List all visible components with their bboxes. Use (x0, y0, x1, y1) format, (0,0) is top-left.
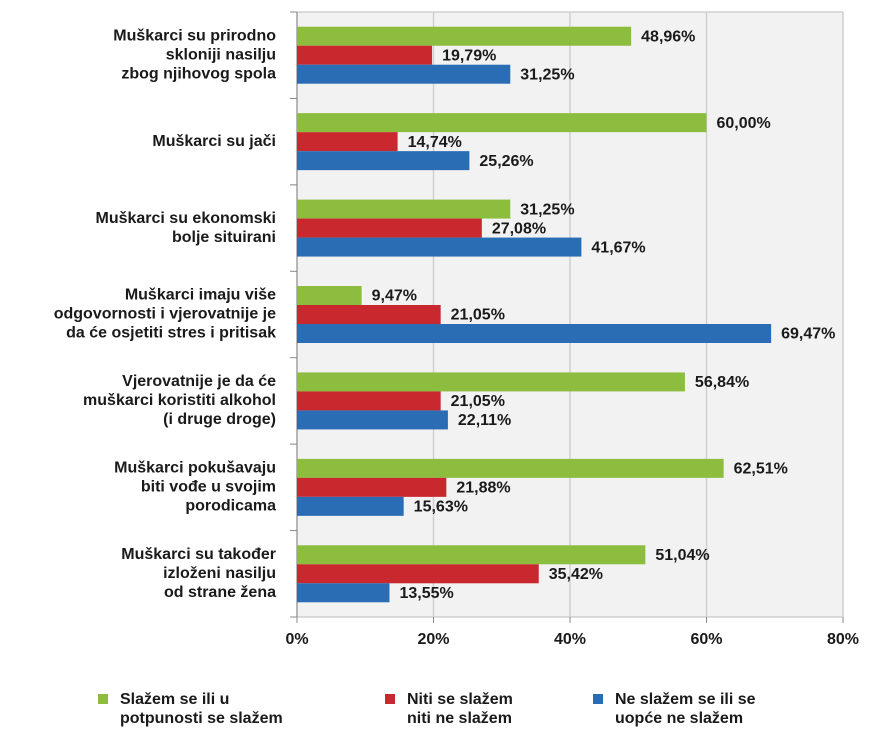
value-label: 35,42% (549, 566, 603, 583)
legend-swatch (593, 694, 603, 704)
legend-label: uopće ne slažem (615, 710, 743, 727)
value-label: 56,84% (695, 374, 749, 391)
y-tick-label: Muškarci su ekonomski (95, 210, 276, 227)
value-label: 19,79% (442, 47, 496, 64)
y-tick-label: Vjerovatnije je da će (122, 373, 276, 390)
y-tick-label: Muškarci pokušavaju (114, 460, 276, 477)
bar (297, 477, 447, 497)
y-tick-label: Muškarci su jači (152, 133, 276, 150)
y-tick-label: od strane žena (164, 584, 276, 601)
y-tick-label: zbog njihovog spola (121, 65, 276, 82)
bar (297, 305, 441, 324)
bar (297, 496, 404, 516)
y-tick-label: muškarci koristiti alkohol (83, 392, 276, 409)
value-label: 69,47% (781, 326, 835, 343)
legend-swatch (385, 694, 395, 704)
legend-label: Niti se slažem (407, 691, 513, 708)
value-label: 62,51% (734, 461, 788, 478)
bar (297, 218, 482, 238)
bar (297, 583, 390, 603)
y-tick-label: da će osjetiti stres i pritisak (66, 325, 276, 342)
value-label: 51,04% (655, 547, 709, 564)
y-tick-label: skloniji nasilju (166, 46, 276, 63)
bar (297, 113, 707, 133)
value-label: 48,96% (641, 28, 695, 45)
value-label: 21,88% (456, 480, 510, 497)
bar (297, 132, 398, 152)
y-tick-label: Muškarci su također (121, 546, 276, 563)
value-label: 15,63% (414, 499, 468, 516)
value-label: 41,67% (591, 239, 645, 256)
value-label: 31,25% (520, 66, 574, 83)
bar (297, 237, 582, 257)
value-label: 9,47% (372, 288, 417, 305)
bar (297, 45, 433, 65)
x-tick-label: 40% (554, 631, 586, 648)
bar (297, 545, 646, 565)
legend-label: niti ne slažem (407, 710, 512, 727)
y-tick-label: odgovornosti i vjerovatnije je (54, 306, 276, 323)
y-tick-label: izloženi nasilju (163, 565, 276, 582)
value-label: 31,25% (520, 201, 574, 218)
bar (297, 372, 685, 392)
bar (297, 458, 724, 478)
bar (297, 26, 632, 46)
value-label: 27,08% (492, 220, 546, 237)
bar (297, 324, 772, 343)
bar (297, 151, 470, 171)
y-tick-label: Muškarci imaju više (125, 287, 276, 304)
y-tick-label: bolje situirani (172, 229, 276, 246)
y-tick-label: Muškarci su prirodno (113, 27, 276, 44)
bar (297, 564, 539, 584)
x-tick-label: 0% (285, 631, 308, 648)
legend-label: Ne slažem se ili se (615, 691, 756, 708)
value-label: 22,11% (458, 412, 511, 429)
legend-label: Slažem se ili u (120, 691, 229, 708)
bar (297, 199, 511, 219)
bar (297, 286, 362, 305)
legend-swatch (98, 694, 108, 704)
value-label: 21,05% (451, 393, 505, 410)
x-tick-label: 80% (827, 631, 859, 648)
value-label: 25,26% (479, 153, 533, 170)
value-label: 14,74% (408, 134, 462, 151)
bar (297, 391, 441, 411)
x-tick-label: 20% (417, 631, 449, 648)
bar (297, 64, 511, 84)
y-tick-label: (i druge droge) (163, 411, 276, 428)
value-label: 13,55% (399, 585, 453, 602)
value-label: 21,05% (451, 307, 505, 324)
legend-label: potpunosti se slažem (120, 710, 283, 727)
x-tick-label: 60% (690, 631, 722, 648)
y-tick-label: porodicama (185, 498, 276, 515)
y-tick-label: biti vođe u svojim (141, 479, 276, 496)
value-label: 60,00% (717, 115, 771, 132)
bar (297, 410, 448, 430)
